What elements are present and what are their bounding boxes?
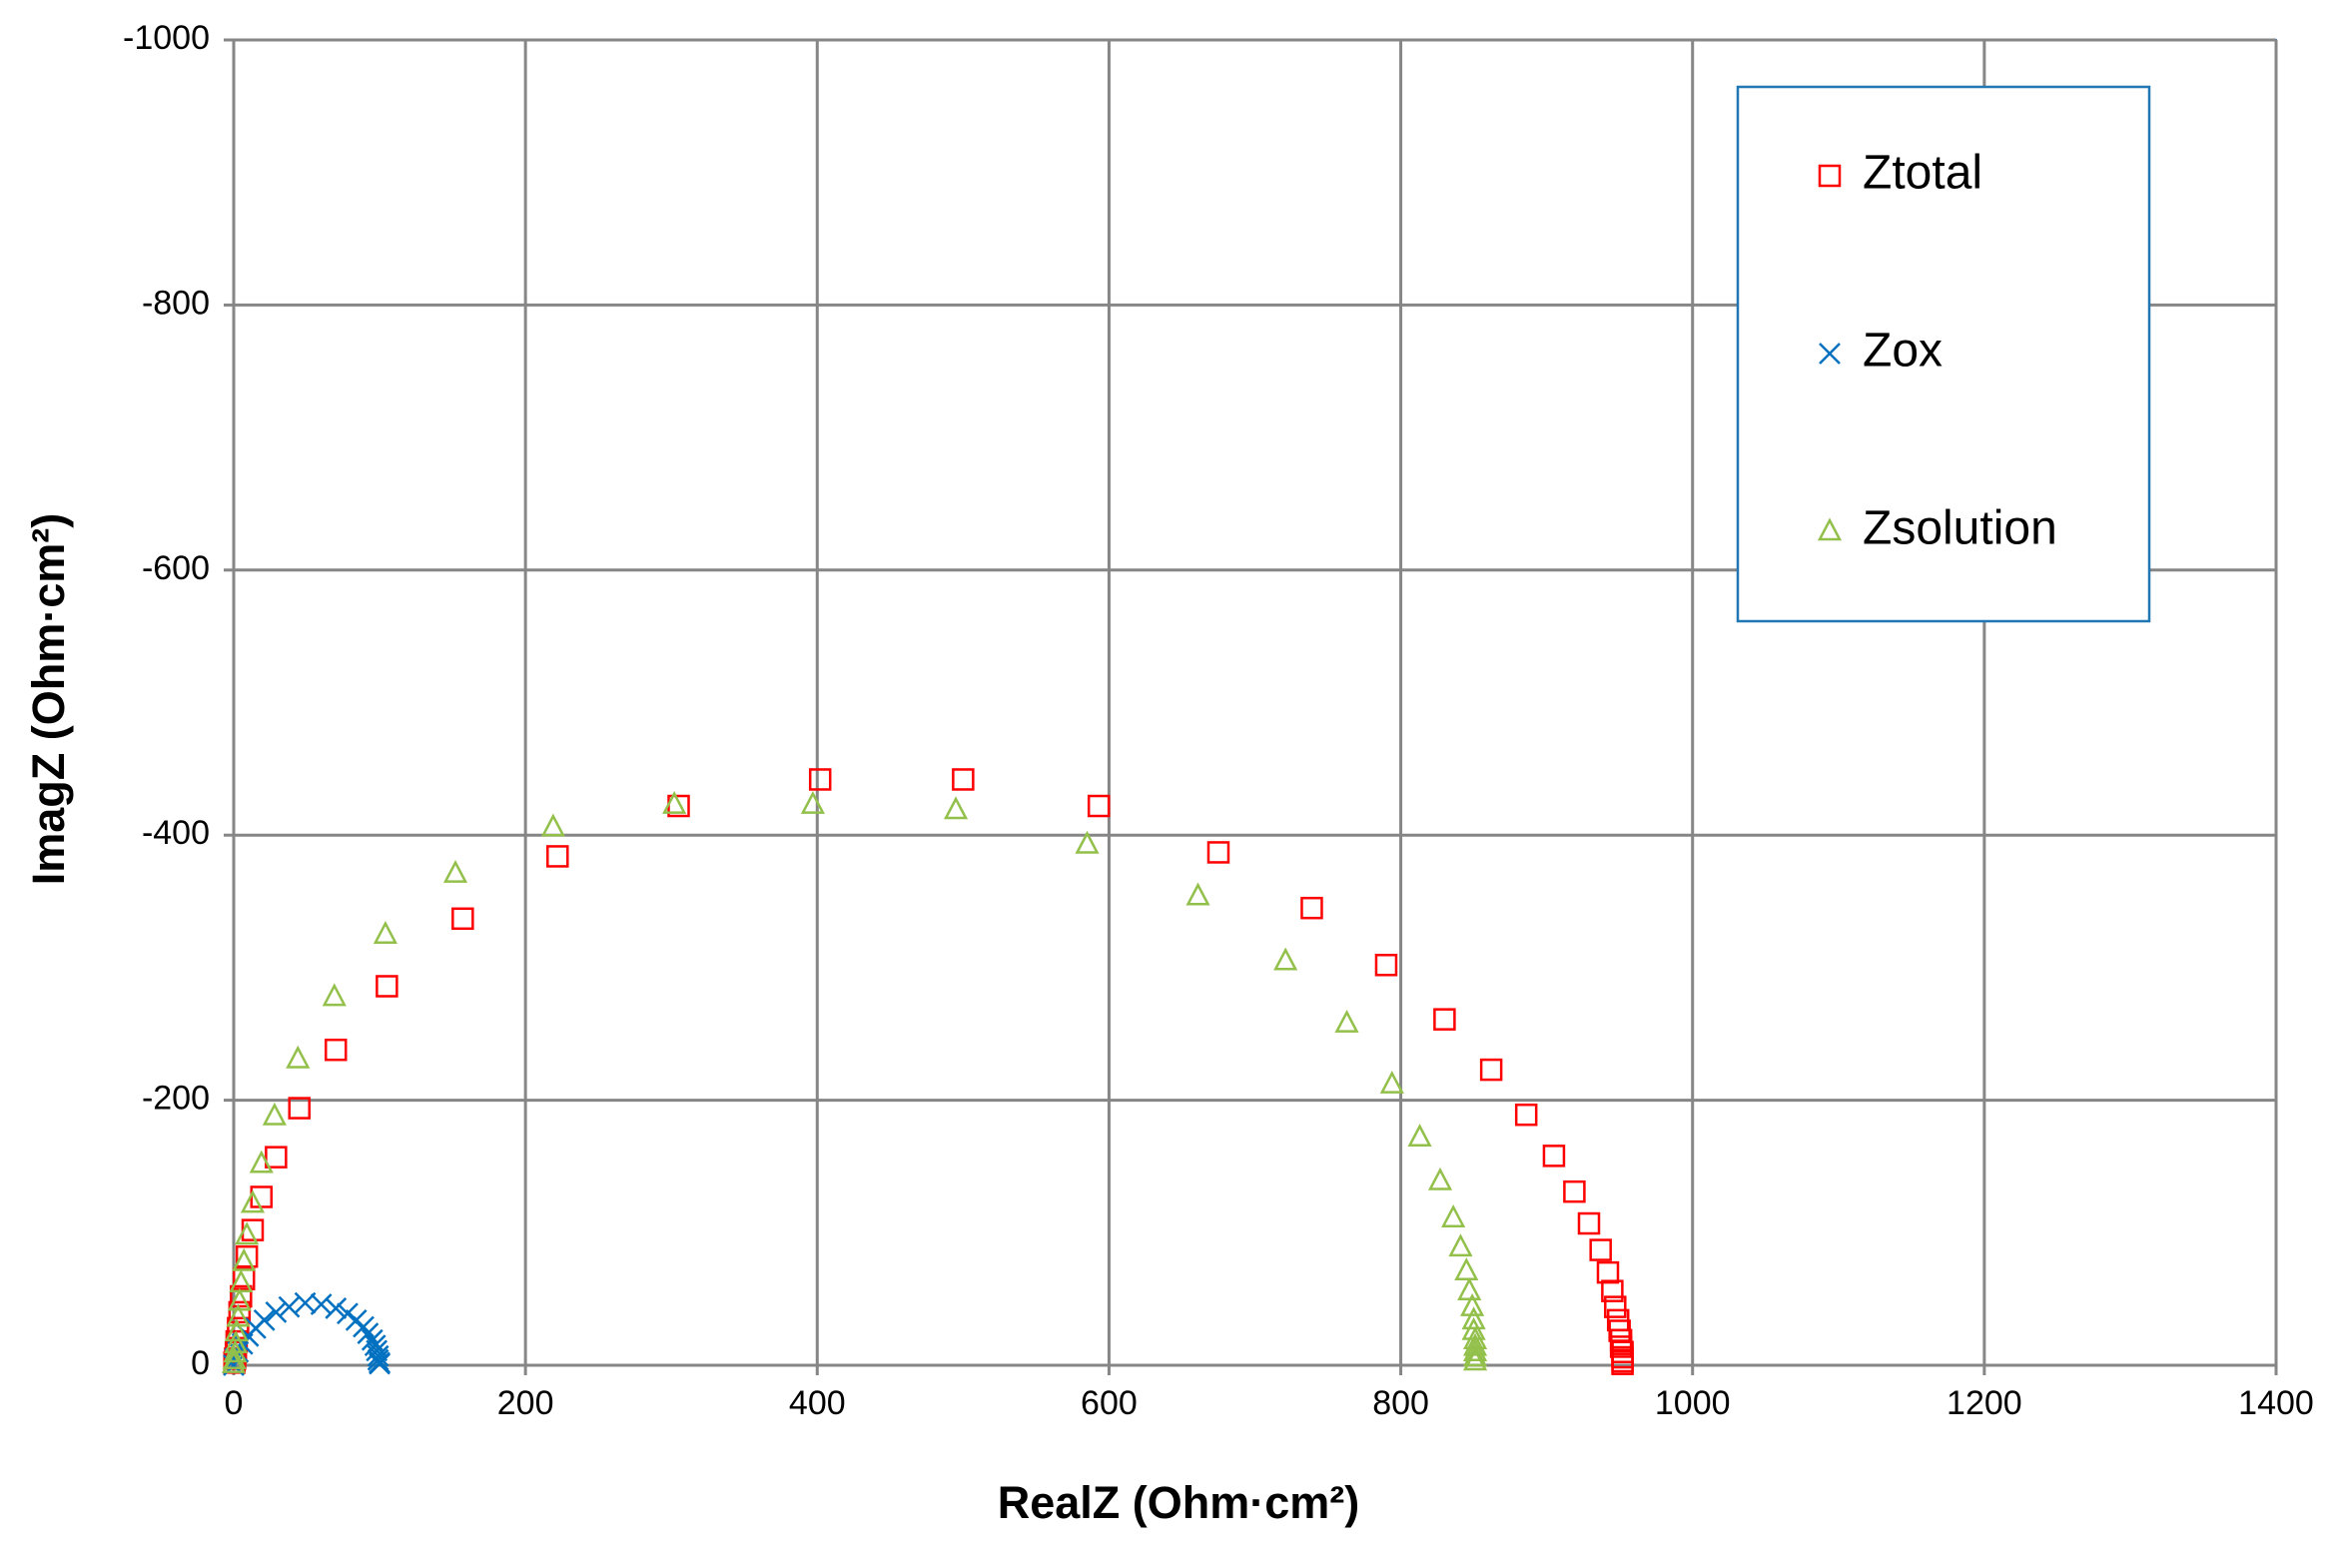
triangle-marker: [240, 1189, 266, 1213]
square-marker: [1604, 1295, 1627, 1318]
x-marker: [337, 1302, 359, 1325]
y-tick-label: -400: [142, 814, 210, 852]
square-marker: [265, 1146, 288, 1169]
x-marker: [278, 1295, 301, 1318]
legend-label: Ztotal: [1863, 147, 1982, 200]
triangle-marker: [1462, 1332, 1488, 1356]
triangle-marker: [1075, 830, 1100, 854]
square-marker: [288, 1097, 311, 1120]
triangle-marker: [1454, 1257, 1479, 1281]
triangle-marker: [540, 813, 565, 837]
triangle-marker: [262, 1102, 287, 1126]
x-tick-label: 1000: [1655, 1384, 1731, 1422]
y-axis-title: ImagZ (Ohm·cm²): [23, 513, 74, 886]
x-marker: [367, 1344, 390, 1367]
square-marker: [325, 1038, 348, 1062]
x-tick-label: 1200: [1947, 1384, 2022, 1422]
x-tick-label: 400: [789, 1384, 846, 1422]
y-tick-label: -600: [142, 549, 210, 587]
x-marker: [325, 1297, 348, 1319]
x-marker: [353, 1315, 375, 1338]
triangle-marker: [222, 1346, 247, 1369]
y-tick-label: -200: [142, 1080, 210, 1118]
triangle-marker: [1427, 1167, 1453, 1190]
square-marker: [1542, 1145, 1566, 1168]
square-marker: [808, 768, 832, 791]
square-marker: [1514, 1103, 1538, 1127]
triangle-marker: [800, 790, 825, 814]
x-tick-label: 600: [1081, 1384, 1138, 1422]
triangle-marker: [1448, 1233, 1473, 1257]
triangle-marker: [322, 983, 347, 1007]
square-marker: [1300, 896, 1323, 920]
legend-label: Zox: [1863, 325, 1943, 378]
square-marker: [1479, 1058, 1503, 1082]
square-marker: [228, 1300, 252, 1324]
legend-label: Zsolution: [1863, 502, 2057, 555]
square-marker: [1577, 1211, 1601, 1235]
x-marker: [253, 1308, 276, 1331]
square-marker: [1563, 1179, 1586, 1203]
y-tick-label: -800: [142, 284, 210, 322]
triangle-marker: [224, 1330, 249, 1354]
triangle-marker: [943, 796, 969, 820]
square-marker: [1596, 1260, 1620, 1284]
square-marker: [952, 768, 975, 791]
square-marker: [1206, 841, 1230, 864]
x-tick-label: 200: [497, 1384, 554, 1422]
y-tick-label: -1000: [123, 19, 210, 57]
x-tick-label: 1400: [2238, 1384, 2314, 1422]
square-marker: [230, 1284, 253, 1308]
x-marker: [369, 1352, 391, 1375]
triangle-marker: [373, 921, 397, 944]
triangle-marker: [1817, 517, 1843, 541]
square-marker: [451, 907, 474, 931]
square-marker: [546, 845, 569, 868]
triangle-marker: [232, 1247, 257, 1271]
triangle-marker: [1185, 882, 1210, 906]
x-axis-title: RealZ (Ohm·cm²): [998, 1477, 1360, 1528]
triangle-marker: [249, 1150, 274, 1174]
square-marker: [1818, 164, 1842, 188]
triangle-marker: [226, 1303, 251, 1327]
legend-box: [1736, 85, 2151, 623]
triangle-marker: [1462, 1338, 1488, 1361]
x-marker: [265, 1301, 288, 1323]
x-tick-label: 0: [225, 1384, 244, 1422]
square-marker: [1374, 953, 1398, 977]
triangle-marker: [1441, 1204, 1466, 1227]
y-tick-label: 0: [191, 1344, 210, 1382]
square-marker: [1611, 1352, 1634, 1375]
x-tick-label: 800: [1372, 1384, 1429, 1422]
square-marker: [1601, 1279, 1624, 1302]
triangle-marker: [1334, 1009, 1359, 1033]
triangle-marker: [1462, 1347, 1488, 1371]
triangle-marker: [224, 1318, 249, 1342]
x-marker: [310, 1293, 333, 1315]
triangle-marker: [1379, 1070, 1404, 1094]
square-marker: [1589, 1238, 1612, 1261]
triangle-marker: [1461, 1306, 1486, 1330]
x-marker: [1819, 343, 1841, 365]
triangle-marker: [235, 1221, 260, 1245]
triangle-marker: [227, 1287, 252, 1311]
triangle-marker: [229, 1269, 254, 1292]
triangle-marker: [1462, 1343, 1488, 1367]
triangle-marker: [1407, 1124, 1432, 1148]
square-marker: [376, 975, 398, 998]
triangle-marker: [286, 1045, 311, 1069]
triangle-marker: [1460, 1292, 1485, 1316]
triangle-marker: [662, 790, 687, 814]
square-marker: [235, 1244, 259, 1268]
square-marker: [1087, 794, 1111, 818]
triangle-marker: [1273, 947, 1298, 971]
square-marker: [1433, 1008, 1456, 1031]
x-marker: [357, 1322, 380, 1345]
triangle-marker: [442, 859, 468, 883]
